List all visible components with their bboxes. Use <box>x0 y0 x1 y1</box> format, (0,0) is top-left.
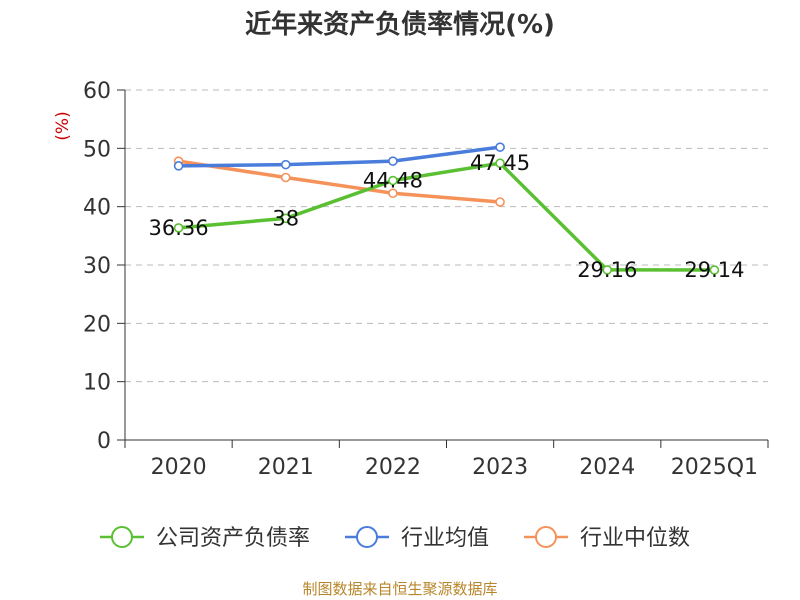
x-tick-label: 2025Q1 <box>671 455 758 480</box>
data-point <box>388 175 398 186</box>
y-tick-label: 10 <box>83 371 111 396</box>
x-tick-label: 2023 <box>472 455 528 480</box>
x-tick-label: 2020 <box>151 455 207 480</box>
data-point <box>280 172 291 183</box>
data-point <box>388 188 398 199</box>
legend-marker-0 <box>111 526 133 548</box>
data-label: 36.36 <box>149 216 209 240</box>
gridlines <box>125 89 768 383</box>
series-lines <box>173 142 720 275</box>
data-point <box>173 223 184 233</box>
data-point <box>709 265 720 275</box>
y-tick-label: 40 <box>83 196 111 221</box>
y-tick-label: 30 <box>83 254 111 279</box>
legend: 公司资产负债率 行业均值 行业中位数 <box>100 526 690 551</box>
x-tick-label: 2022 <box>365 455 421 480</box>
data-point <box>280 213 291 224</box>
legend-label-0: 公司资产负债率 <box>156 526 310 551</box>
y-axis-label: (%) <box>53 111 73 140</box>
legend-marker-2 <box>535 526 557 548</box>
data-point <box>388 156 398 166</box>
data-label: 29.16 <box>577 258 637 282</box>
axes: 0 10 20 30 40 50 60 2020 2021 2022 2023 2024 2025Q1 (… <box>53 79 769 480</box>
legend-marker-1 <box>356 526 378 548</box>
source-note: 制图数据来自恒生聚源数据库 <box>302 580 498 598</box>
legend-label-2: 行业中位数 <box>580 526 690 551</box>
data-label: 29.14 <box>684 258 744 282</box>
data-labels: 36.36 38 44.48 47.45 29.16 29.14 <box>149 151 745 282</box>
series-line-1 <box>178 145 501 168</box>
legend-label-1: 行业均值 <box>401 526 489 551</box>
data-label: 38 <box>272 206 299 230</box>
y-tick-label: 0 <box>97 429 111 454</box>
series-line-2 <box>178 159 501 204</box>
data-point <box>602 265 613 275</box>
y-tick-label: 60 <box>83 79 111 104</box>
data-point <box>280 159 291 170</box>
data-point <box>495 197 505 207</box>
data-point <box>495 158 505 169</box>
chart-title: 近年来资产负债率情况(%) <box>245 10 555 40</box>
data-label: 47.45 <box>470 151 530 175</box>
x-tick-label: 2024 <box>579 455 635 480</box>
y-tick-label: 20 <box>83 312 111 337</box>
x-tick-label: 2021 <box>258 455 314 480</box>
y-tick-label: 50 <box>83 137 111 162</box>
data-label: 44.48 <box>363 169 423 193</box>
data-point <box>173 161 184 171</box>
series-line-0 <box>178 161 715 272</box>
data-point <box>495 142 505 152</box>
